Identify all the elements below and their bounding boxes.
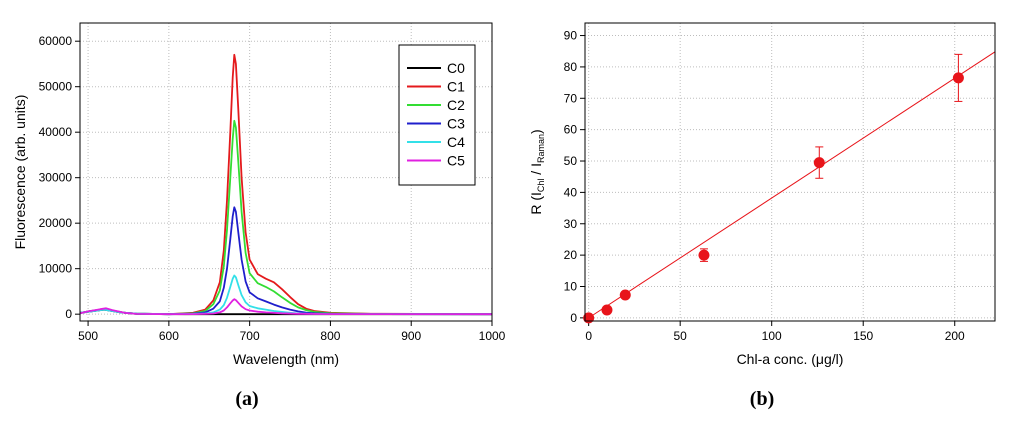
chart-b-xtick-label: 150: [853, 329, 873, 343]
chart-b-data-point: [601, 304, 613, 316]
chart-a-legend-label: C1: [447, 79, 465, 95]
chart-a-ytick-label: 40000: [39, 125, 73, 139]
chart-b-ylabel-part: / I: [528, 163, 544, 179]
chart-b-ytick-label: 40: [564, 185, 578, 199]
chart-b-ylabel-subscript: Chl: [536, 179, 546, 193]
chart-a-ytick-label: 50000: [39, 80, 73, 94]
chart-a-xtick-label: 1000: [479, 329, 506, 343]
chart-a-legend: C0 C1 C2 C3 C4 C5: [398, 44, 476, 186]
chart-a-ytick-label: 30000: [39, 171, 73, 185]
chart-a-ytick-label: 60000: [39, 34, 73, 48]
chart-a-xtick-label: 600: [159, 329, 179, 343]
chart-a-xtick-label: 500: [78, 329, 98, 343]
chart-a-panel-label-part: a: [242, 388, 252, 410]
chart-a-ytick-label: 10000: [39, 262, 73, 276]
chart-a-panel-label-part: ): [252, 388, 259, 410]
chart-a-legend-label: C4: [447, 134, 465, 150]
chart-a-xtick-label: 800: [320, 329, 340, 343]
chart-b-xlabel: Chl-a conc. (μg/l): [737, 351, 844, 367]
chart-a-legend-label: C5: [447, 153, 465, 169]
chart-b-ylabel-part: ): [528, 129, 544, 134]
chart-a-frame: [79, 22, 493, 322]
chart-b-panel-label-part: ): [768, 388, 775, 410]
chart-a-legend-label: C0: [447, 60, 465, 76]
chart-b-ytick-label: 10: [564, 279, 578, 293]
chart-b-xtick-label: 50: [673, 329, 687, 343]
chart-b-ytick-label: 30: [564, 217, 578, 231]
chart-a-series-c5: [79, 298, 493, 316]
chart-a-xtick-label: 900: [401, 329, 421, 343]
chart-a-panel-label-part: (: [235, 388, 242, 410]
chart-a-ytick-label: 20000: [39, 216, 73, 230]
chart-b-frame: [584, 22, 996, 322]
chart-b-panel-label: (b): [750, 388, 774, 410]
chart-b-ytick-label: 70: [564, 91, 578, 105]
chart-b-ylabel-subscript: Raman: [536, 134, 546, 163]
chart-a-legend-label: C3: [447, 116, 465, 132]
chart-a-legend-label: C2: [447, 97, 465, 113]
chart-a-ytick-label: 0: [65, 307, 72, 321]
chart-b-xtick-label: 200: [945, 329, 965, 343]
chart-b-data-point: [952, 72, 964, 84]
chart-b-fit-line: [588, 51, 996, 319]
chart-b-panel-label-part: b: [756, 388, 767, 410]
chart-b-data-point: [813, 157, 825, 169]
chart-b-data-point: [619, 289, 631, 301]
chart-b-xtick-label: 0: [585, 329, 592, 343]
chart-b-xtick-label: 100: [762, 329, 782, 343]
chart-b: 0 50 100 150 200 0 10 20 30 40 50 60 70 80 90 Chl-a con…: [528, 22, 996, 410]
chart-b-data-point: [698, 249, 710, 261]
chart-b-ytick-label: 20: [564, 248, 578, 262]
chart-a-series-c3: [79, 206, 493, 316]
chart-a-panel-label: (a): [235, 388, 258, 410]
chart-a: 500 600 700 800 900 1000010000200003000040000…: [12, 22, 506, 410]
chart-b-panel-label-part: (: [750, 388, 757, 410]
chart-b-ytick-label: 0: [570, 311, 577, 325]
chart-b-ylabel-part: R (I: [528, 192, 544, 215]
chart-b-ylabel: R (IChl / IRaman): [528, 129, 546, 214]
chart-a-xtick-label: 700: [240, 329, 260, 343]
chart-b-ytick-label: 80: [564, 60, 578, 74]
chart-b-ytick-label: 90: [564, 29, 578, 43]
chart-a-xlabel: Wavelength (nm): [233, 351, 339, 367]
chart-b-ytick-label: 60: [564, 123, 578, 137]
chart-b-ytick-label: 50: [564, 154, 578, 168]
chart-a-ylabel: Fluorescence (arb. units): [12, 95, 28, 250]
